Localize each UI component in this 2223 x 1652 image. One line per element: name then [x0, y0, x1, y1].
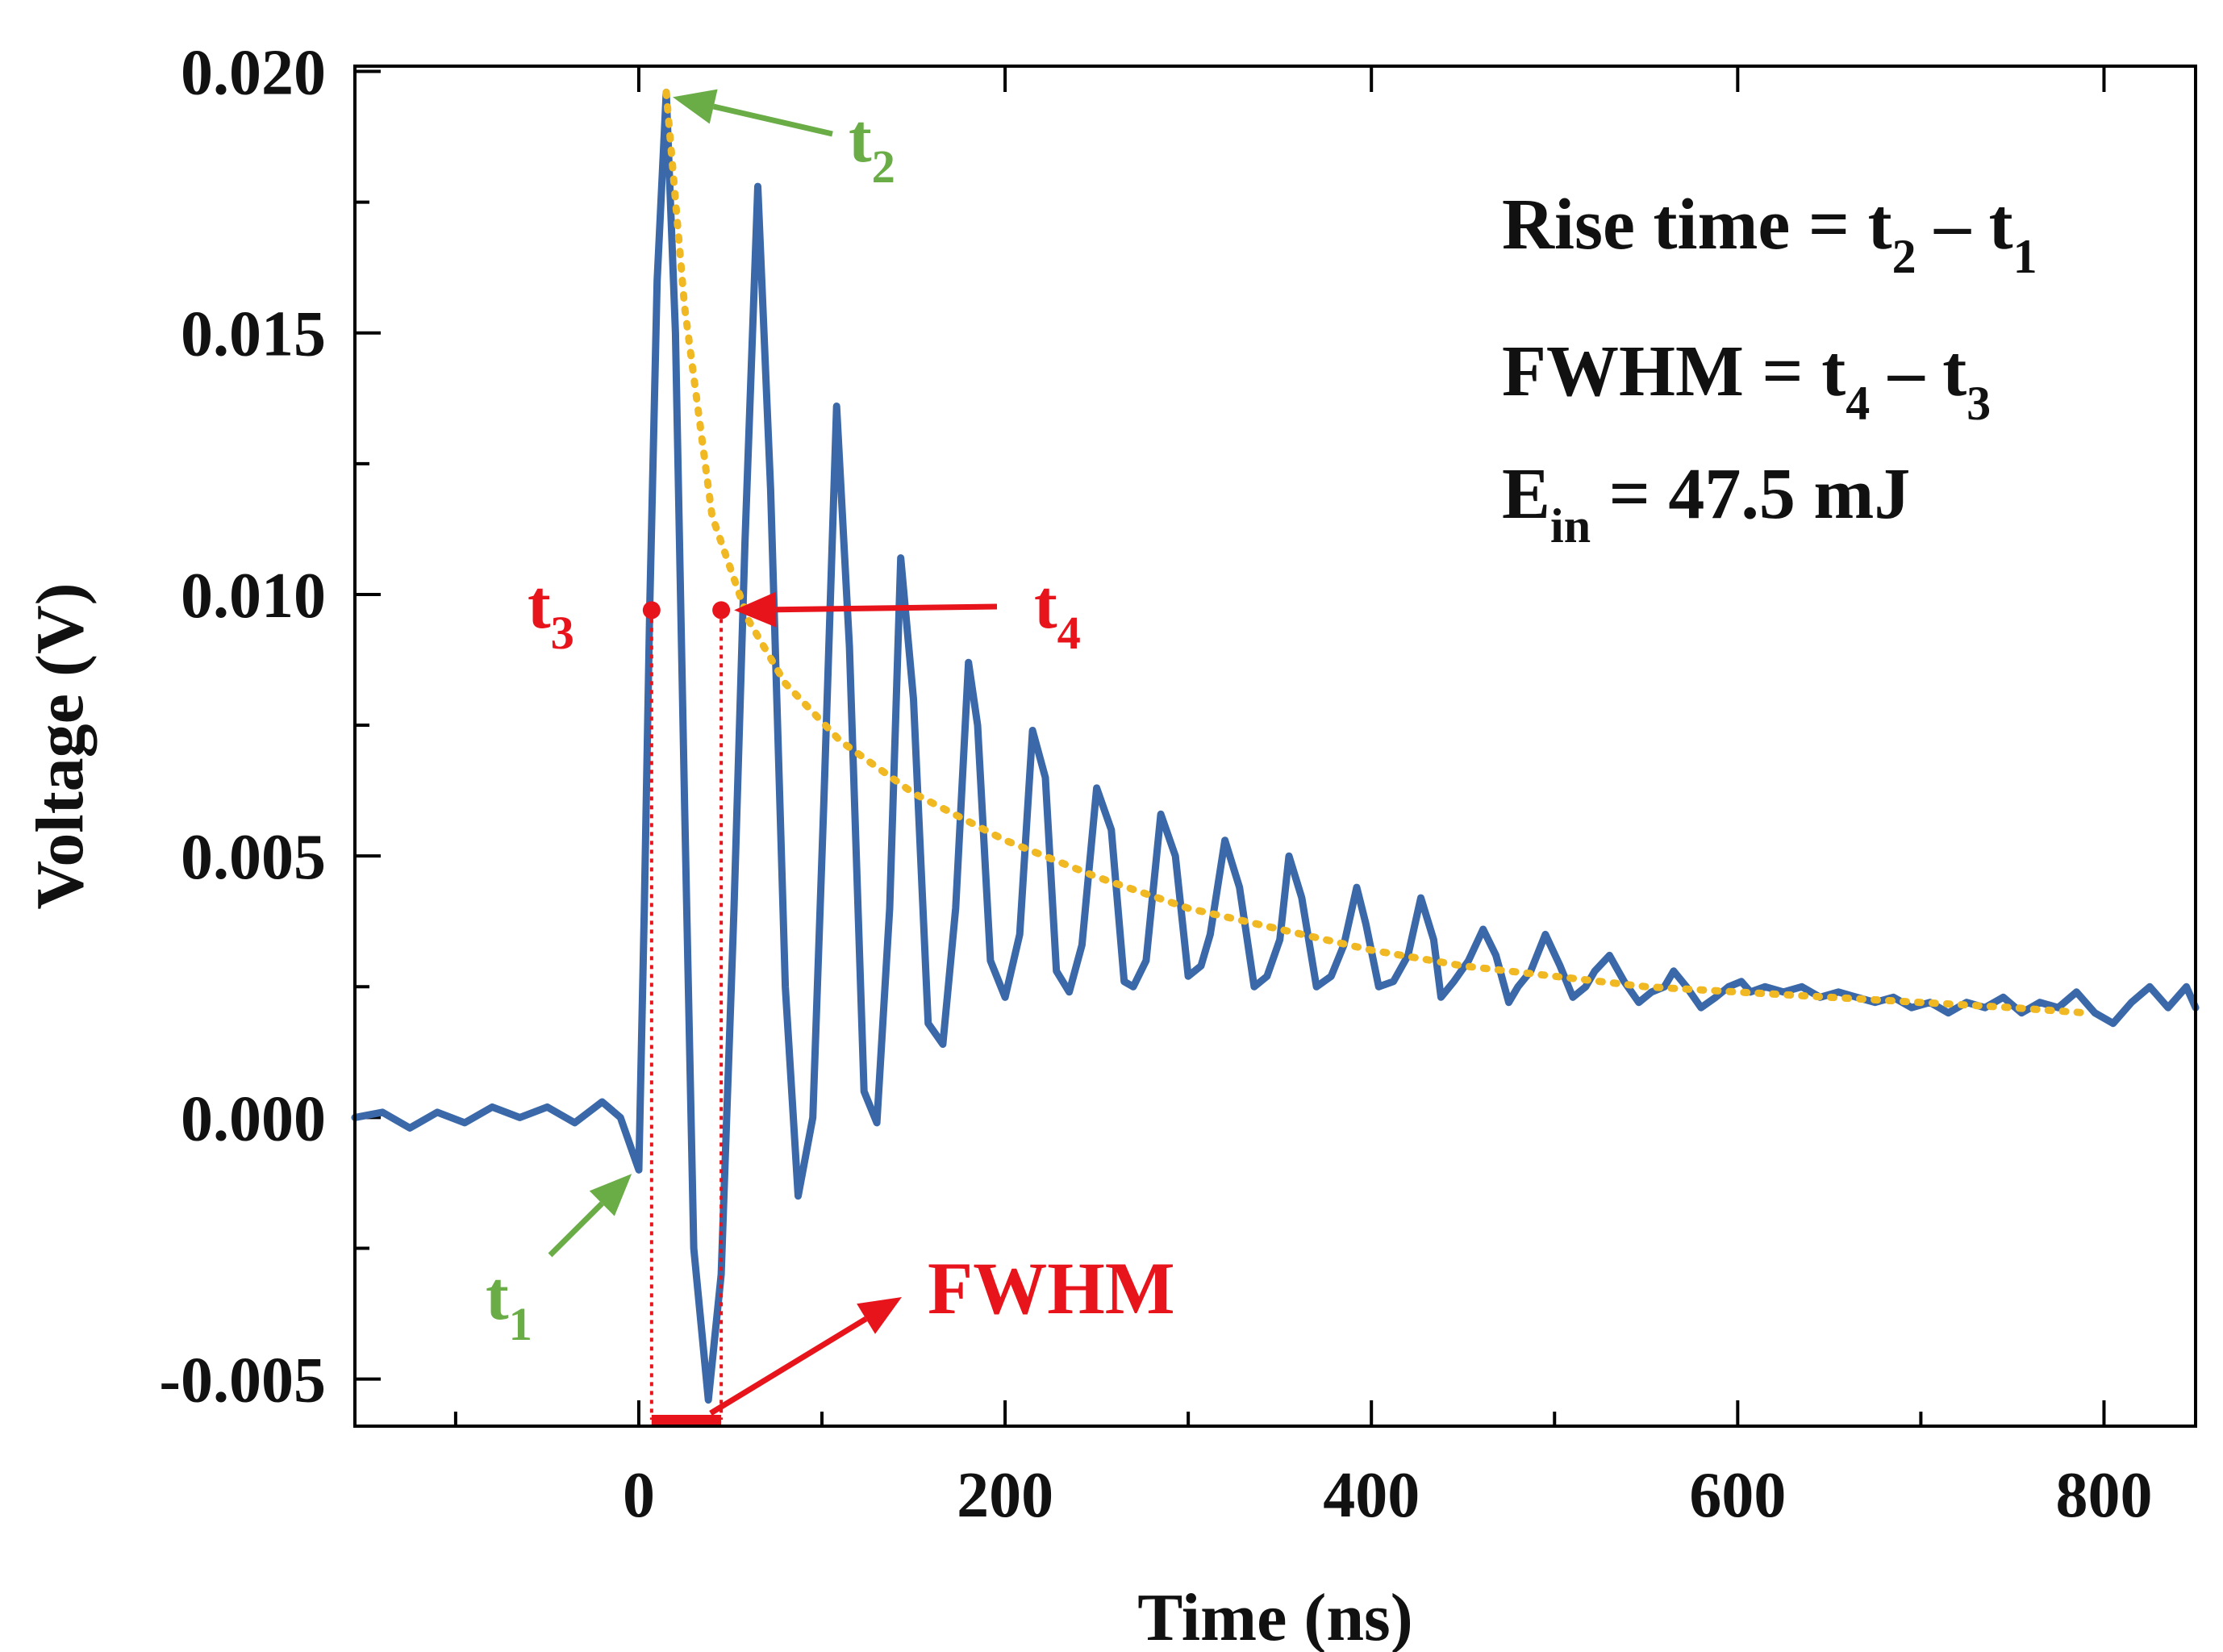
- t2-label: t2: [849, 99, 895, 193]
- y-tick-label: 0.000: [181, 1083, 326, 1154]
- t3-label: t3: [528, 565, 574, 659]
- x-axis-label: Time (ns): [1137, 1580, 1412, 1652]
- y-tick-label: -0.005: [159, 1345, 326, 1416]
- fwhm-arrow: [709, 1297, 902, 1416]
- x-tick-label: 0: [623, 1460, 655, 1531]
- y-axis-label: Voltage (V): [23, 582, 98, 909]
- t1-arrow-head: [589, 1174, 632, 1216]
- equation-3: Ein = 47.5 mJ: [1502, 454, 1910, 553]
- y-tick-label: 0.005: [181, 822, 326, 893]
- t4-point: [712, 601, 731, 620]
- equation-1: Rise time = t2 – t1: [1502, 185, 2037, 283]
- equation-2: FWHM = t4 – t3: [1502, 332, 1991, 430]
- t1-arrow-shaft: [548, 1201, 604, 1258]
- annotations: FWHM t3 t4 t2 t1 Rise time = t2 – t1 FWHM = t4…: [486, 89, 2037, 1416]
- fwhm-bar: [651, 1415, 722, 1425]
- t4-arrow-head: [734, 591, 777, 628]
- t2-arrow-head: [673, 89, 718, 124]
- plot-area: [351, 88, 2200, 1425]
- t2-arrow-shaft: [712, 103, 833, 137]
- t1-arrow: [548, 1174, 632, 1258]
- fwhm-arrow-head: [857, 1297, 902, 1334]
- x-tick-label: 800: [2055, 1460, 2152, 1531]
- y-tick-label: 0.020: [181, 37, 326, 108]
- t3-point: [642, 601, 661, 620]
- x-tick-label: 400: [1323, 1460, 1420, 1531]
- x-tick-label: 600: [1689, 1460, 1786, 1531]
- fwhm-label: FWHM: [928, 1247, 1175, 1329]
- t4-arrow-shaft: [776, 603, 998, 613]
- t4-label: t4: [1034, 565, 1081, 659]
- t2-arrow: [673, 89, 833, 137]
- axis-ticks: 0 200 400 600 800 -0.005 0.000 0.005 0.010 0.015 0…: [159, 37, 2152, 1531]
- fwhm-arrow-shaft: [709, 1316, 868, 1416]
- t4-arrow: [734, 591, 998, 628]
- x-tick-label: 200: [957, 1460, 1053, 1531]
- plot-frame: [353, 65, 2197, 1428]
- y-tick-label: 0.015: [181, 299, 326, 370]
- series-envelope-fit-line: [662, 88, 2090, 1017]
- series-signal-line: [351, 88, 2200, 1404]
- y-tick-label: 0.010: [181, 561, 326, 632]
- t1-label: t1: [486, 1257, 532, 1350]
